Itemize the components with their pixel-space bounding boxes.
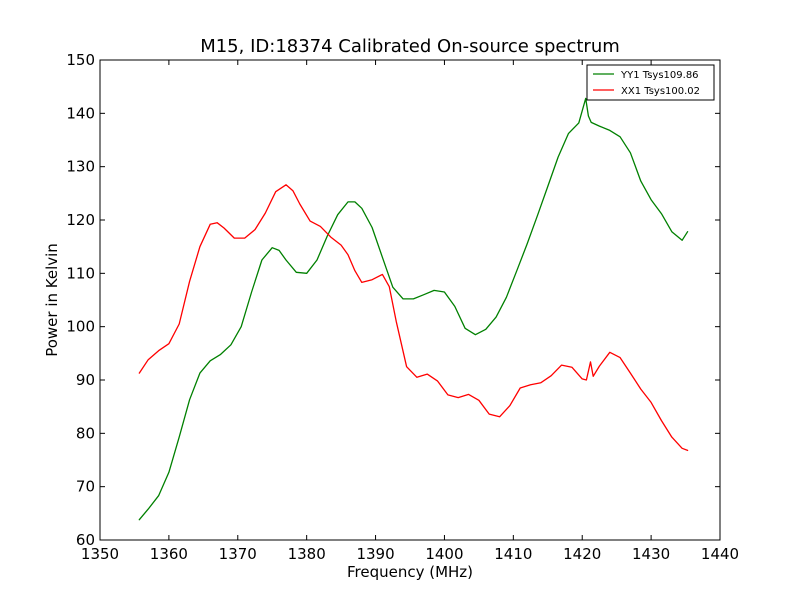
y-tick-label: 130 [66, 158, 95, 176]
y-tick-label: 150 [66, 51, 95, 69]
x-tick-label: 1350 [81, 545, 119, 563]
x-tick-label: 1430 [632, 545, 670, 563]
y-tick-label: 100 [66, 318, 95, 336]
legend: YY1 Tsys109.86 XX1 Tsys100.02 [586, 64, 715, 101]
plot-area [99, 59, 721, 541]
y-tick-label: 70 [76, 478, 95, 496]
x-tick-label: 1390 [356, 545, 394, 563]
y-tick-label: 120 [66, 211, 95, 229]
y-tick-label: 60 [76, 531, 95, 549]
x-tick-label: 1420 [563, 545, 601, 563]
series-layer [138, 97, 689, 521]
x-tick-label: 1410 [494, 545, 532, 563]
x-axis-label: Frequency (MHz) [347, 563, 473, 581]
x-tick-label: 1370 [219, 545, 257, 563]
y-tick-label: 140 [66, 104, 95, 122]
x-tick-label: 1380 [288, 545, 326, 563]
y-axis-label: Power in Kelvin [43, 243, 61, 357]
legend-box [586, 64, 715, 101]
y-tick-label: 110 [66, 264, 95, 282]
series-line-xx1 [138, 184, 689, 452]
legend-label-xx1: XX1 Tsys100.02 [621, 86, 700, 97]
x-tick-label: 1400 [425, 545, 463, 563]
legend-label-yy1: YY1 Tsys109.86 [620, 70, 699, 81]
x-tick-label: 1440 [701, 545, 739, 563]
chart-title: M15, ID:18374 Calibrated On-source spect… [200, 36, 620, 57]
series-line-yy1 [138, 97, 689, 521]
y-tick-label: 90 [76, 371, 95, 389]
tick-layer: 1350 1360 1370 1380 1390 1400 1410 1420 1430 1440… [66, 51, 739, 563]
x-tick-label: 1360 [150, 545, 188, 563]
y-tick-label: 80 [76, 424, 95, 442]
